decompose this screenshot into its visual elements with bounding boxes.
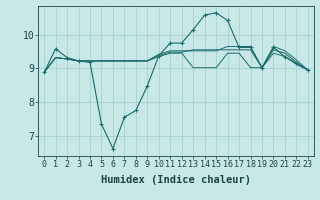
X-axis label: Humidex (Indice chaleur): Humidex (Indice chaleur) [101,175,251,185]
